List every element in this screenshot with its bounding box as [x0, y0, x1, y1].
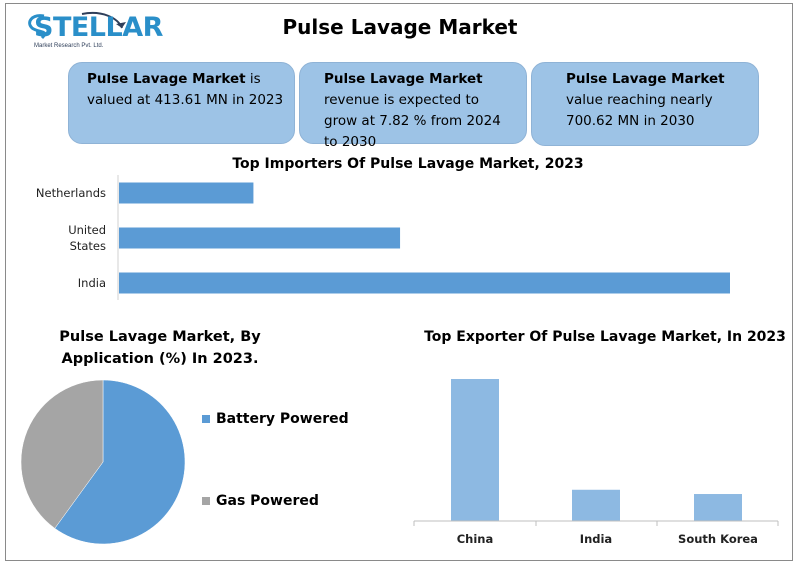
card-bold-text: Pulse Lavage Market: [324, 71, 483, 87]
info-card-growth: Pulse Lavage Market revenue is expected …: [299, 62, 527, 150]
application-pie-chart: [20, 379, 186, 545]
logo-swoosh-icon: [28, 12, 126, 40]
legend-swatch: [202, 415, 210, 423]
exporter-category-label: China: [457, 532, 494, 546]
importers-chart-title: Top Importers Of Pulse Lavage Market, 20…: [232, 156, 584, 172]
legend-label: Battery Powered: [216, 411, 349, 427]
importer-category-label: Netherlands: [36, 186, 106, 200]
logo-tagline: Market Research Pvt. Ltd.: [34, 43, 104, 49]
legend-swatch: [202, 497, 210, 505]
infographic-frame: [5, 3, 793, 561]
importer-category-label: India: [78, 276, 106, 290]
exporters-bar-chart: China India South Korea: [413, 379, 779, 546]
exporter-category-label: India: [580, 532, 612, 546]
pie-slice-battery-powered: [54, 379, 186, 545]
card-text: value reaching nearly 700.62 MN in 2030: [566, 92, 713, 129]
legend-battery-powered: Battery Powered: [202, 411, 349, 427]
logo-wordmark: STELLAR: [34, 12, 163, 43]
card-bold-text: Pulse Lavage Market: [87, 71, 246, 87]
importer-bar-netherlands: [119, 182, 254, 204]
application-chart-title: Pulse Lavage Market, By Application (%) …: [59, 329, 261, 367]
exporter-category-label: South Korea: [678, 532, 758, 546]
importers-bar-chart: Netherlands United States India: [36, 175, 730, 300]
pie-slice-gas-powered: [20, 379, 104, 529]
card-text: is valued at 413.61 MN in 2023: [87, 71, 284, 108]
stellar-logo: STELLAR Market Research Pvt. Ltd.: [22, 8, 163, 52]
exporter-bar-south-korea: [694, 494, 742, 521]
exporter-bar-india: [572, 489, 620, 521]
legend-gas-powered: Gas Powered: [202, 493, 319, 509]
info-card-valuation: Pulse Lavage Market is valued at 413.61 …: [68, 62, 295, 144]
importer-bar-united-states: [119, 227, 401, 249]
importer-category-label: United States: [68, 223, 106, 253]
importer-bar-india: [119, 272, 730, 294]
card-bold-text: Pulse Lavage Market: [566, 71, 725, 87]
exporters-chart-title: Top Exporter Of Pulse Lavage Market, In …: [424, 329, 786, 345]
info-card-forecast: Pulse Lavage Market value reaching nearl…: [531, 62, 759, 146]
page-title: Pulse Lavage Market: [282, 15, 518, 39]
card-text: revenue is expected to grow at 7.82 % fr…: [324, 92, 501, 150]
exporter-bar-china: [451, 379, 499, 521]
legend-label: Gas Powered: [216, 493, 319, 509]
